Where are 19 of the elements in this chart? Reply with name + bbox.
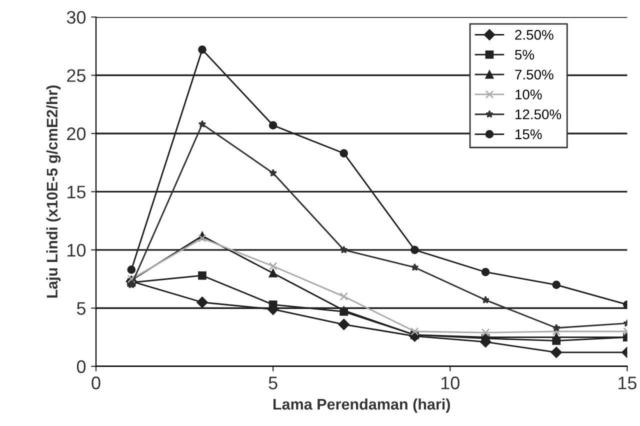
y-tick-label: 10 xyxy=(68,244,86,257)
x-tick-label: 5 xyxy=(268,376,278,390)
legend-label: 15% xyxy=(516,129,542,140)
y-tick-label: 15 xyxy=(68,186,86,198)
legend-label: 5% xyxy=(515,50,534,60)
legend-label: 2.50% xyxy=(515,30,554,40)
x-tick-label: 0 xyxy=(92,376,100,390)
legend-label: 7.50% xyxy=(515,70,554,80)
legend-label: 10% xyxy=(516,90,542,100)
legend-label: 12.50% xyxy=(516,109,562,120)
y-tick-label: 20 xyxy=(67,127,86,140)
y-axis-title: Laju Lindi (x10E-5 g/cmE2/hr) xyxy=(46,85,61,298)
y-tick-label: 30 xyxy=(66,10,86,24)
y-tick-label: 5 xyxy=(76,302,86,315)
y-tick-label: 25 xyxy=(67,69,86,82)
y-tick-label: 0 xyxy=(76,360,86,374)
x-axis-title: Lama Perendaman (hari) xyxy=(273,398,450,413)
x-tick-label: 15 xyxy=(618,376,636,390)
x-tick-label: 10 xyxy=(441,376,460,390)
